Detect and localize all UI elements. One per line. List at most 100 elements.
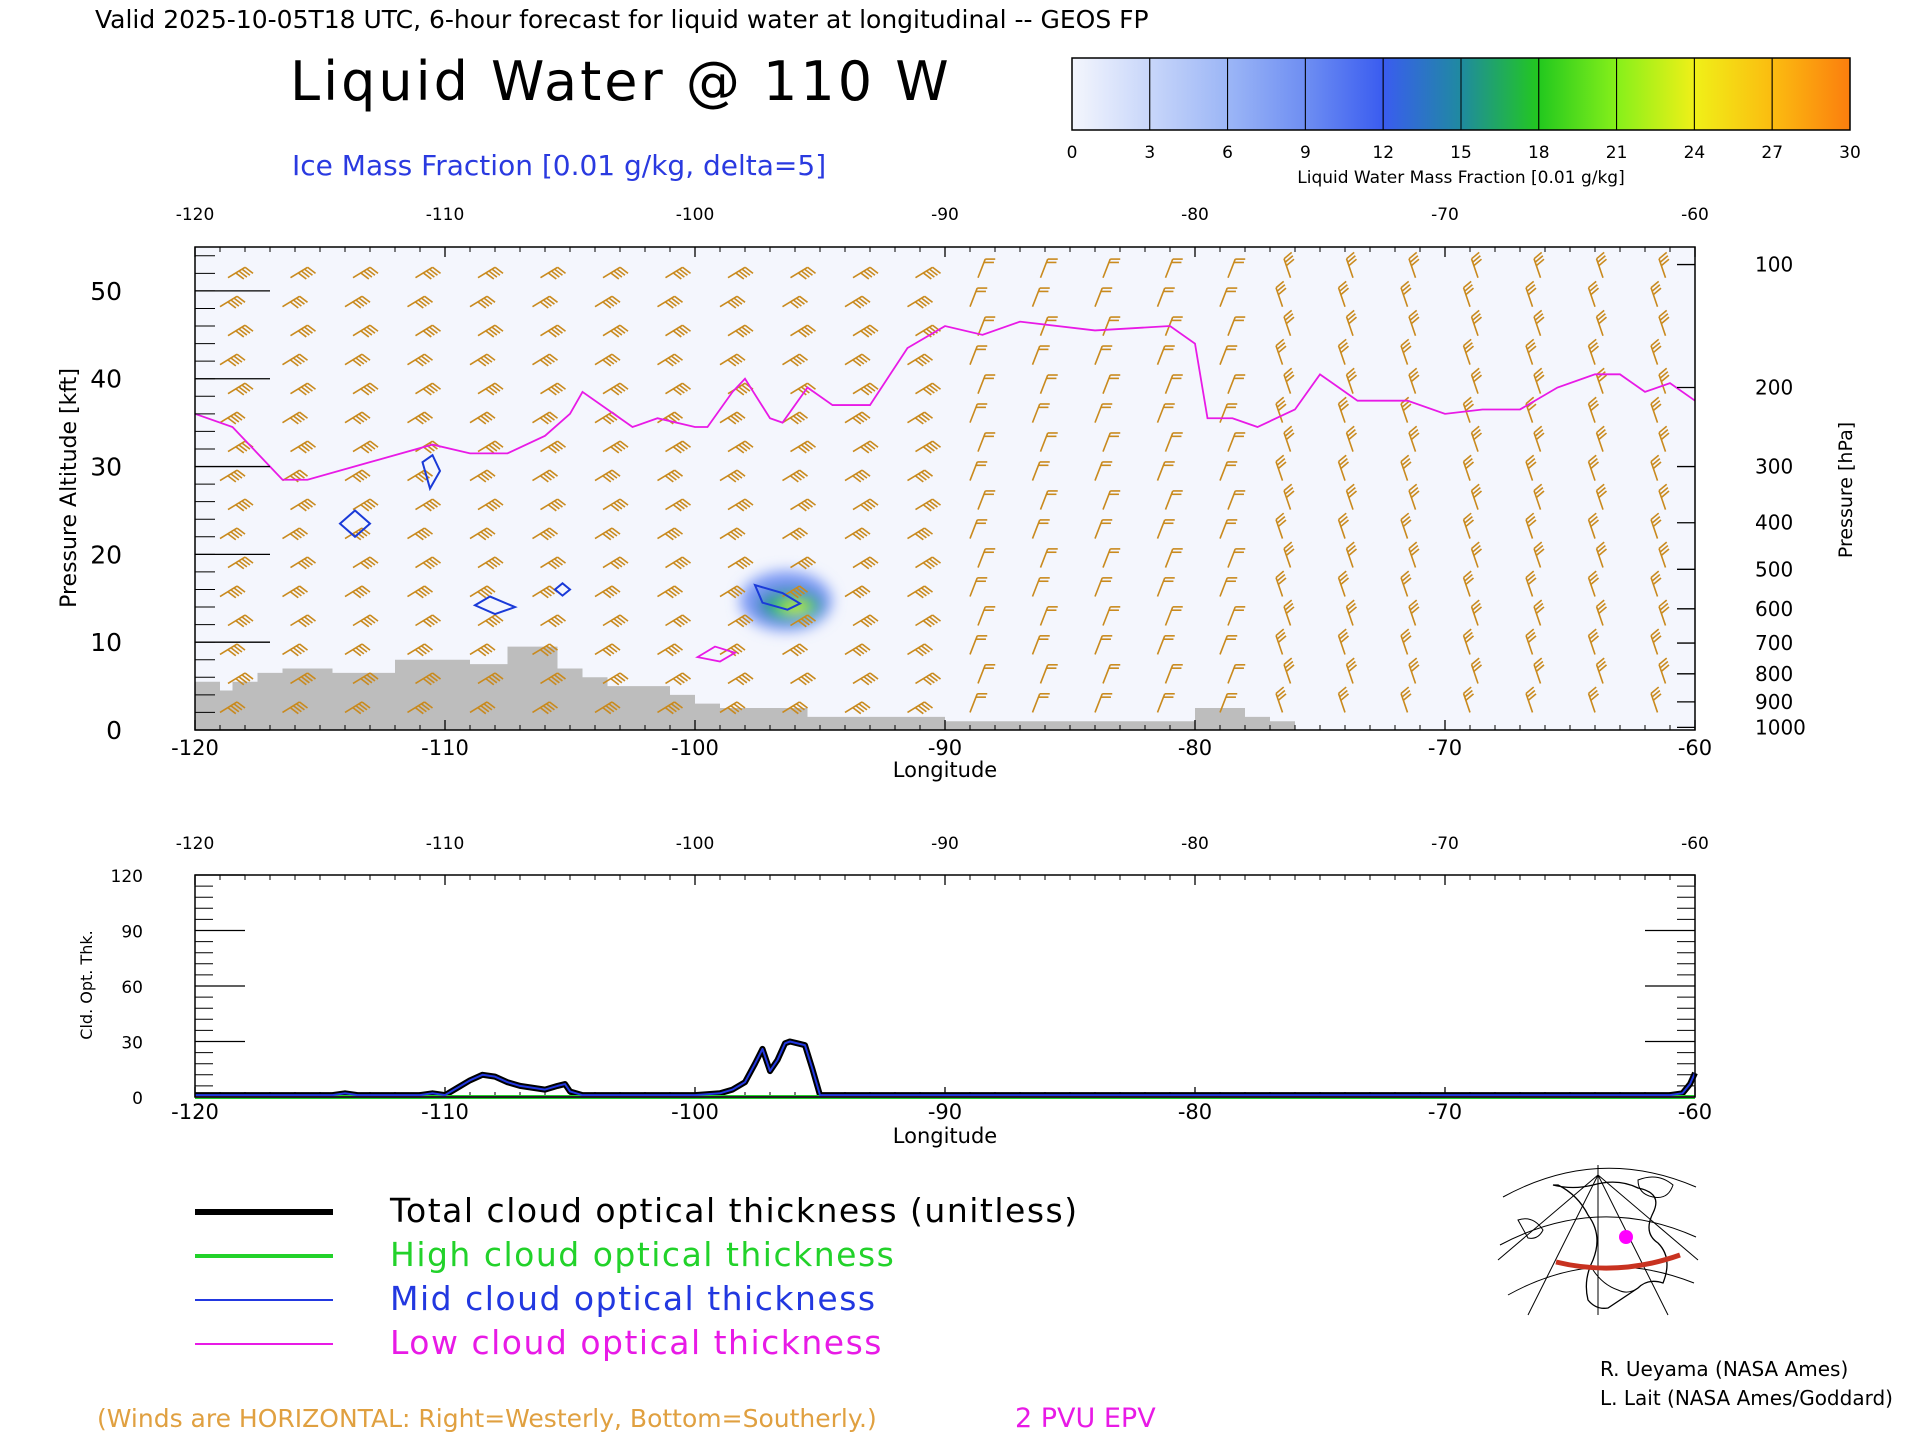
main-ylabel: Pressure Altitude [kft] [57, 368, 82, 608]
wind-barb [1595, 483, 1608, 510]
wind-barb [665, 324, 691, 338]
wind-barb [602, 672, 629, 686]
wind-barb [719, 411, 746, 425]
wind-barb [1039, 258, 1058, 279]
wind-barb [1595, 251, 1608, 278]
wind-barb [1275, 396, 1287, 423]
wind-barb [1400, 280, 1412, 307]
wind-barb [1408, 425, 1420, 452]
colorbar-tick-label: 18 [1528, 143, 1550, 163]
pressure-tick-label: 100 [1755, 253, 1793, 277]
epv-2pvu-line [195, 320, 1695, 481]
wind-barb [415, 556, 441, 570]
wind-barb [1094, 577, 1113, 597]
wind-barb [1337, 280, 1350, 307]
winds-note: (Winds are HORIZONTAL: Right=Westerly, B… [97, 1404, 877, 1433]
legend-label: Low cloud optical thickness [390, 1323, 883, 1362]
wind-barb [1658, 599, 1670, 626]
opt-top-tick-label: -120 [176, 834, 215, 854]
inset-marker [1619, 1230, 1633, 1244]
ice-contour [338, 509, 372, 539]
opt-y-tick-label: 60 [121, 978, 143, 998]
wind-barb [1533, 657, 1545, 684]
wind-barb [1102, 490, 1121, 510]
wind-barb [790, 672, 816, 686]
wind-barb [1533, 599, 1545, 626]
wind-barb [844, 353, 871, 367]
wind-barb [1337, 686, 1350, 713]
cross-section-panel: -120 -120 -110 -110 -100 -100 -90 -90 -80 -80 -70 -… [57, 205, 1857, 782]
wind-barb [219, 469, 246, 483]
wind-barb [1408, 309, 1420, 336]
series-mid-line [195, 1040, 1696, 1097]
opt-y-tick-label: 30 [121, 1034, 143, 1054]
wind-barb [790, 498, 816, 512]
opt-y-tick-label: 90 [121, 923, 143, 943]
legend-label: Mid cloud optical thickness [390, 1279, 877, 1318]
wind-barb [602, 614, 629, 628]
wind-barb [1102, 374, 1121, 394]
wind-barb [969, 461, 988, 481]
opt-x-tick-label: -90 [928, 1100, 962, 1124]
wind-barb [719, 643, 746, 657]
wind-barb [1102, 548, 1121, 568]
wind-barb [1337, 512, 1350, 539]
wind-barb [477, 556, 504, 570]
wind-barb [1094, 461, 1113, 481]
wind-barb [415, 614, 441, 628]
wind-barb [352, 498, 379, 512]
wind-barb [1462, 686, 1475, 713]
wind-barb [1094, 287, 1113, 308]
wind-barb [1470, 367, 1483, 394]
pressure-tick-label: 600 [1755, 597, 1793, 621]
wind-barb [1283, 425, 1295, 452]
wind-barb [1164, 432, 1183, 452]
terrain [195, 646, 1695, 730]
main-top-tick-label: -60 [1681, 205, 1709, 225]
wind-barb [469, 527, 496, 541]
wind-barb [915, 614, 941, 628]
colorbar-label: Liquid Water Mass Fraction [0.01 g/kg] [1297, 168, 1624, 188]
wind-barb [790, 324, 816, 338]
wind-barb [1587, 454, 1600, 481]
wind-barb [1408, 541, 1420, 568]
wind-barb [1587, 396, 1600, 423]
wind-barb [977, 664, 996, 684]
wind-barb [1031, 692, 1050, 713]
wind-barb [852, 556, 879, 570]
wind-barb [1283, 599, 1295, 626]
wind-barb [907, 295, 933, 309]
wind-barb [1408, 367, 1420, 394]
wind-barb [790, 440, 816, 454]
wind-barb [1525, 512, 1537, 539]
colorbar-tick-label: 15 [1450, 143, 1472, 163]
wind-barb [1345, 599, 1358, 626]
wind-barb [1400, 454, 1412, 481]
wind-barb [665, 556, 691, 570]
wind-barb [1275, 512, 1287, 539]
wind-barb [290, 440, 316, 454]
wind-barb [969, 635, 988, 655]
wind-barb [1031, 345, 1050, 365]
wind-barb [719, 353, 746, 367]
wind-barb [1470, 541, 1483, 568]
wind-barb [1533, 251, 1545, 278]
wind-barb [665, 498, 691, 512]
wind-barb [844, 411, 871, 425]
wind-barb [969, 692, 988, 713]
colorbar-tick-label: 9 [1300, 143, 1311, 163]
wind-barb [1400, 570, 1412, 597]
wind-barb [219, 353, 246, 367]
colorbar-cell [1616, 57, 1695, 131]
main-x-tick-label: -70 [1428, 736, 1462, 760]
wind-barb [1219, 287, 1238, 308]
main-xlabel: Longitude [893, 758, 997, 782]
wind-barb [1658, 483, 1670, 510]
wind-barb [1533, 425, 1545, 452]
wind-barb [907, 411, 933, 425]
wind-barb [407, 701, 433, 715]
wind-barb [540, 498, 566, 512]
wind-barb [1525, 338, 1537, 365]
wind-barb [532, 353, 558, 367]
wind-barb [352, 266, 379, 280]
